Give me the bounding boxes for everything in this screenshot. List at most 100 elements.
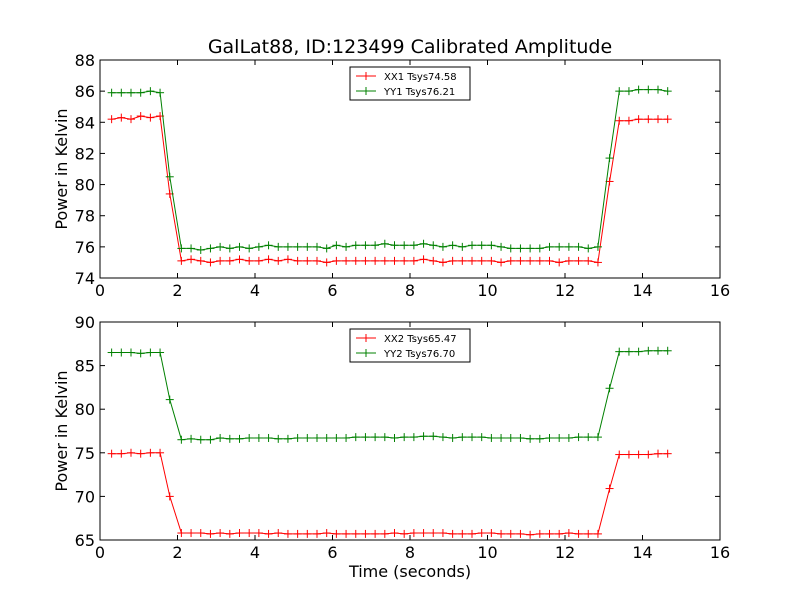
- legend-entry-label: XX2 Tsys65.47: [384, 334, 457, 345]
- data-point-marker: [380, 433, 389, 442]
- data-point-marker: [516, 244, 525, 253]
- data-point-marker: [468, 433, 476, 442]
- data-point-marker: [322, 529, 331, 538]
- data-point-marker: [156, 448, 165, 457]
- top-panel-amplitude-1: 0 2 4 6 8 10 12 14 16 74 76 78 80 82 84 86 88 Power in Ke…: [52, 51, 730, 300]
- data-point-marker: [225, 244, 234, 253]
- data-point-marker: [535, 256, 544, 265]
- data-point-marker: [351, 529, 360, 538]
- data-point-marker: [165, 395, 174, 404]
- data-point-marker: [458, 529, 467, 538]
- data-point-marker: [146, 87, 155, 96]
- data-point-marker: [477, 529, 486, 538]
- x-tick-label: 10: [477, 281, 497, 300]
- data-point-marker: [644, 115, 653, 124]
- data-point-marker: [438, 529, 447, 538]
- data-point-marker: [477, 256, 486, 265]
- data-point-marker: [245, 529, 254, 538]
- data-point-marker: [264, 529, 273, 538]
- data-point-marker: [438, 242, 447, 251]
- data-point-marker: [584, 529, 593, 538]
- data-point-marker: [361, 529, 370, 538]
- x-tick-label: 2: [172, 543, 182, 562]
- data-point-marker: [264, 433, 273, 442]
- data-point-marker: [624, 450, 633, 459]
- y-tick-label: 70: [75, 487, 95, 506]
- x-tick-label: 6: [327, 281, 337, 300]
- data-point-marker: [663, 346, 672, 355]
- data-point-marker: [117, 348, 126, 357]
- data-point-marker: [615, 347, 624, 356]
- data-point-marker: [634, 347, 643, 356]
- data-point-marker: [274, 434, 283, 443]
- data-point-marker: [624, 347, 633, 356]
- x-tick-label: 6: [327, 543, 337, 562]
- legend-entry-label: YY2 Tsys76.70: [383, 349, 455, 360]
- data-point-marker: [216, 242, 225, 251]
- data-point-marker: [206, 529, 215, 538]
- data-point-marker: [293, 433, 302, 442]
- data-point-marker: [216, 256, 225, 265]
- x-tick-label: 10: [477, 543, 497, 562]
- x-tick-label: 4: [250, 543, 260, 562]
- data-point-marker: [322, 244, 331, 253]
- data-point-marker: [448, 256, 457, 265]
- data-point-marker: [615, 450, 624, 459]
- y-tick-label: 85: [75, 357, 95, 376]
- data-point-marker: [516, 433, 525, 442]
- data-point-marker: [458, 433, 467, 442]
- data-point-marker: [254, 433, 263, 442]
- data-point-marker: [177, 244, 186, 253]
- data-point-marker: [487, 256, 496, 265]
- data-point-marker: [332, 241, 341, 250]
- data-point-marker: [584, 433, 593, 442]
- data-point-marker: [187, 255, 196, 264]
- data-point-marker: [117, 88, 126, 97]
- data-point-marker: [644, 346, 653, 355]
- data-point-marker: [506, 244, 515, 253]
- data-point-marker: [342, 256, 351, 265]
- data-point-marker: [264, 241, 273, 250]
- data-point-marker: [468, 529, 476, 538]
- data-point-marker: [615, 116, 624, 125]
- data-point-marker: [136, 449, 145, 458]
- data-point-marker: [216, 529, 225, 538]
- data-point-marker: [438, 258, 447, 267]
- data-point-marker: [390, 529, 399, 538]
- x-axis-label: Time (seconds): [348, 562, 471, 581]
- data-point-marker: [274, 529, 283, 538]
- data-point-marker: [196, 529, 205, 538]
- data-point-marker: [380, 239, 389, 248]
- data-point-marker: [555, 529, 564, 538]
- data-point-marker: [283, 255, 292, 264]
- data-point-marker: [390, 433, 399, 442]
- data-point-marker: [419, 239, 428, 248]
- data-point-marker: [429, 529, 438, 538]
- data-point-marker: [438, 433, 447, 442]
- data-point-marker: [497, 433, 506, 442]
- data-point-marker: [555, 433, 564, 442]
- data-point-marker: [419, 255, 428, 264]
- data-point-marker: [332, 433, 341, 442]
- data-point-marker: [332, 256, 341, 265]
- data-point-marker: [332, 529, 341, 538]
- y-tick-label: 90: [75, 313, 95, 332]
- data-point-marker: [535, 529, 544, 538]
- data-point-marker: [293, 242, 302, 251]
- data-point-marker: [663, 449, 672, 458]
- data-point-marker: [654, 449, 662, 458]
- y-tick-label: 75: [75, 444, 95, 463]
- data-point-marker: [127, 115, 135, 124]
- data-point-marker: [497, 258, 506, 267]
- data-point-marker: [506, 256, 515, 265]
- data-point-marker: [468, 241, 476, 250]
- data-point-marker: [283, 529, 292, 538]
- data-point-marker: [254, 529, 263, 538]
- data-point-marker: [107, 115, 116, 124]
- data-point-marker: [264, 255, 273, 264]
- data-point-marker: [303, 433, 312, 442]
- data-point-marker: [206, 258, 215, 267]
- data-point-marker: [555, 258, 564, 267]
- data-point-marker: [654, 85, 662, 94]
